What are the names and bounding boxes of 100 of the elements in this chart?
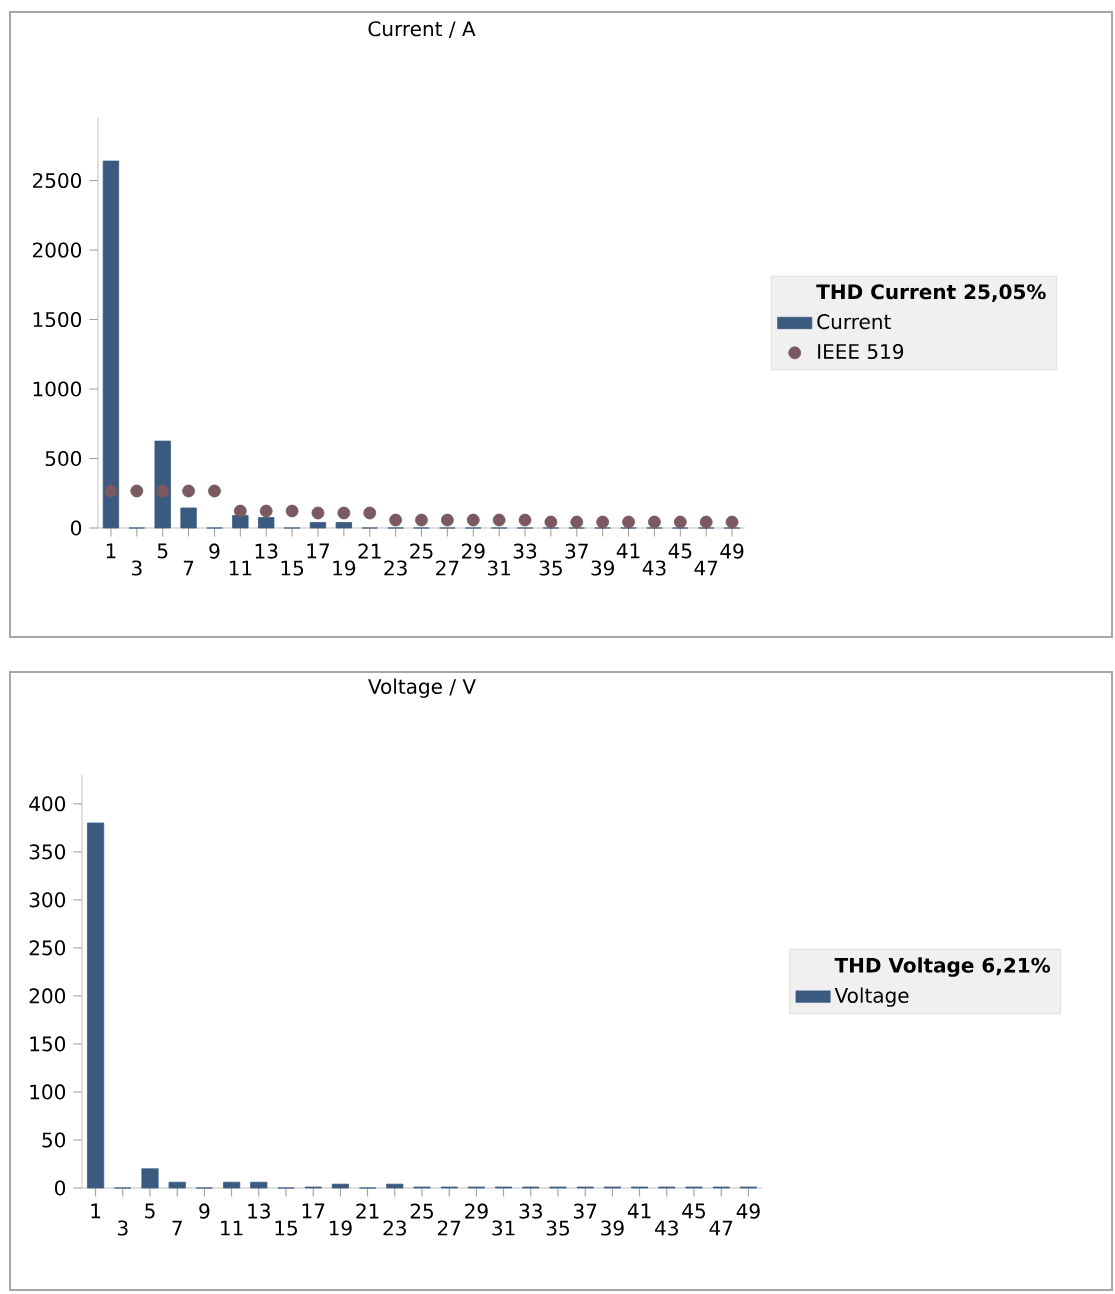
x-tick-label: 13 [255, 543, 278, 559]
x-tick-label: 5 [157, 543, 168, 559]
x-tick-label: 23 [384, 560, 407, 576]
x-tick-label: 29 [465, 1203, 488, 1219]
x-tick-label: 39 [601, 1220, 624, 1236]
x-tick-label: 27 [436, 560, 459, 576]
x-tick-label: 9 [209, 543, 220, 559]
y-tick-label: 2000 [32, 242, 82, 258]
point [259, 504, 273, 518]
legend-title: THD Voltage 6,21% [834, 957, 1051, 977]
bar [154, 440, 171, 529]
bar [141, 1168, 159, 1189]
point [596, 515, 610, 529]
x-tick-label: 21 [358, 543, 381, 559]
y-tick-label: 200 [29, 988, 66, 1004]
y-tick-label: 400 [29, 796, 66, 812]
x-tick-label: 25 [410, 1203, 433, 1219]
x-tick-label: 11 [221, 1220, 243, 1236]
x-tick-label: 25 [410, 543, 433, 559]
y-tick-label: 1000 [33, 381, 82, 397]
y-tick-label: 1500 [33, 311, 82, 328]
point [389, 513, 403, 527]
x-tick-label: 11 [229, 560, 252, 576]
y-tick-label: 0 [70, 520, 82, 536]
point [104, 484, 118, 498]
x-tick-label: 37 [574, 1203, 597, 1219]
x-tick-label: 45 [668, 543, 692, 559]
x-tick-label: 33 [513, 543, 537, 559]
x-tick-label: 1 [106, 543, 116, 559]
point [337, 506, 351, 520]
x-tick-label: 17 [307, 543, 329, 559]
legend-label: IEEE 519 [818, 343, 904, 360]
x-tick-label: 41 [616, 543, 640, 559]
point [622, 515, 635, 529]
x-tick-label: 3 [131, 560, 142, 576]
bar [223, 1181, 241, 1189]
x-tick-label: 43 [642, 560, 666, 576]
x-tick-label: 29 [462, 543, 485, 559]
point [544, 515, 558, 529]
point [130, 484, 144, 498]
x-tick-label: 47 [694, 560, 718, 576]
x-tick-label: 31 [487, 560, 511, 576]
x-tick-label: 7 [183, 560, 194, 576]
point [440, 513, 454, 527]
legend-label: Current [817, 314, 891, 330]
y-tick-label: 100 [30, 1084, 66, 1100]
bar [250, 1181, 268, 1189]
point [648, 515, 661, 529]
x-tick-label: 19 [333, 560, 356, 576]
bar [232, 515, 249, 529]
point [492, 513, 506, 527]
y-tick-label: 150 [30, 1036, 66, 1052]
bar [258, 517, 275, 529]
x-tick-label: 15 [275, 1220, 297, 1236]
x-tick-label: 41 [627, 1203, 651, 1219]
bar [386, 1183, 404, 1189]
x-tick-label: 43 [655, 1220, 678, 1236]
bar [309, 522, 327, 529]
y-tick-label: 50 [42, 1132, 66, 1148]
y-tick-label: 300 [29, 892, 66, 908]
x-tick-label: 35 [546, 1220, 569, 1236]
x-tick-label: 3 [117, 1220, 128, 1236]
point [208, 484, 221, 498]
point [182, 484, 195, 498]
point [285, 504, 299, 518]
x-tick-label: 7 [172, 1220, 182, 1236]
point [518, 513, 532, 527]
point [415, 513, 428, 527]
bar [168, 1181, 186, 1189]
bar [331, 1183, 349, 1189]
x-tick-label: 21 [356, 1203, 379, 1219]
bar [87, 822, 105, 1189]
y-tick-label: 500 [45, 450, 82, 467]
x-tick-label: 47 [709, 1220, 733, 1236]
y-tick-label: 350 [29, 844, 66, 860]
x-tick-label: 1 [91, 1203, 101, 1219]
legend-label: Voltage [834, 987, 909, 1007]
point [725, 515, 739, 529]
point [466, 513, 480, 527]
bar [102, 160, 120, 529]
bar [335, 522, 353, 529]
chart-title: Voltage / V [368, 678, 476, 698]
x-tick-label: 31 [492, 1220, 515, 1236]
x-tick-label: 5 [145, 1203, 155, 1219]
x-tick-label: 9 [199, 1203, 210, 1219]
x-tick-label: 37 [565, 543, 588, 559]
x-tick-label: 49 [736, 1203, 760, 1219]
x-tick-label: 45 [682, 1203, 705, 1219]
x-tick-label: 35 [539, 560, 562, 576]
legend-title: THD Current 25,05% [816, 284, 1046, 302]
point [363, 506, 377, 520]
x-tick-label: 23 [383, 1220, 406, 1236]
point [311, 506, 325, 520]
x-tick-label: 27 [437, 1220, 461, 1236]
x-tick-label: 33 [519, 1203, 542, 1219]
point [233, 504, 247, 518]
y-tick-label: 250 [29, 940, 66, 956]
x-tick-label: 13 [248, 1203, 270, 1219]
bar [180, 507, 197, 529]
x-tick-label: 19 [329, 1220, 352, 1236]
